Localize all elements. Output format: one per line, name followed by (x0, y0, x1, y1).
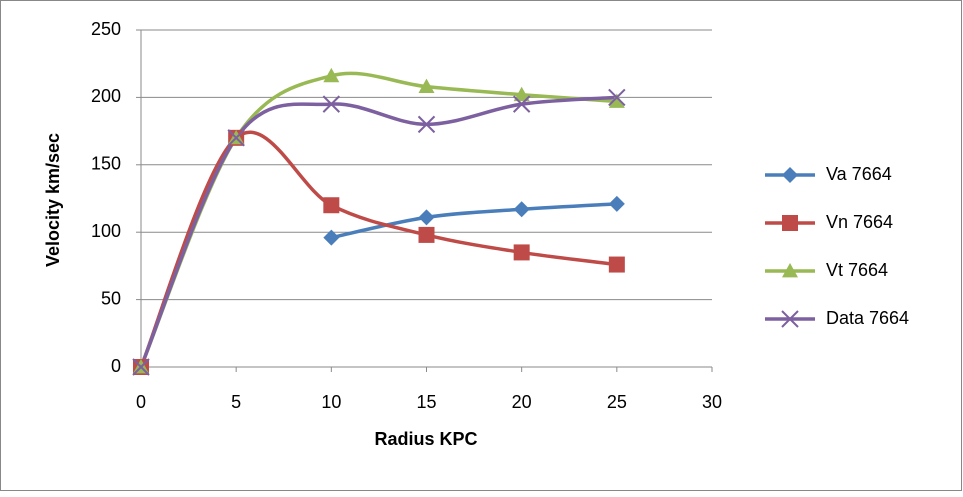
marker (512, 95, 531, 113)
series-line (330, 202, 617, 240)
marker (418, 78, 435, 94)
legend-label: Data 7664 (826, 308, 909, 328)
y-axis-label: Velocity km/sec (43, 133, 63, 267)
marker (132, 358, 150, 376)
x-tick-label: 25 (607, 392, 627, 412)
marker (418, 209, 435, 226)
marker (227, 129, 245, 147)
y-tick-label: 250 (91, 19, 121, 39)
marker (782, 215, 798, 231)
marker (323, 229, 340, 246)
marker (418, 226, 435, 243)
marker (513, 86, 530, 102)
y-tick-label: 200 (91, 86, 121, 106)
legend-label: Va 7664 (826, 164, 892, 184)
x-tick-label: 15 (416, 392, 436, 412)
marker (513, 201, 530, 218)
y-tick-label: 150 (91, 154, 121, 174)
y-tick-label: 100 (91, 221, 121, 241)
marker (781, 310, 799, 328)
marker (417, 115, 436, 134)
marker (782, 167, 798, 183)
x-tick-label: 10 (321, 392, 341, 412)
y-tick-label: 50 (101, 288, 121, 308)
marker (608, 256, 625, 273)
marker (323, 67, 340, 83)
legend-label: Vn 7664 (826, 212, 893, 232)
marker (322, 95, 341, 113)
marker (608, 88, 626, 107)
marker (323, 197, 340, 214)
x-tick-label: 20 (512, 392, 532, 412)
x-tick-label: 5 (231, 392, 241, 412)
x-tick-label: 0 (136, 392, 146, 412)
marker (608, 93, 625, 108)
x-tick-label: 30 (702, 392, 722, 412)
marker (608, 195, 625, 212)
y-tick-label: 0 (111, 356, 121, 376)
marker (782, 263, 798, 278)
marker (513, 244, 530, 261)
x-axis-label: Radius KPC (374, 429, 477, 449)
legend-label: Vt 7664 (826, 260, 888, 280)
